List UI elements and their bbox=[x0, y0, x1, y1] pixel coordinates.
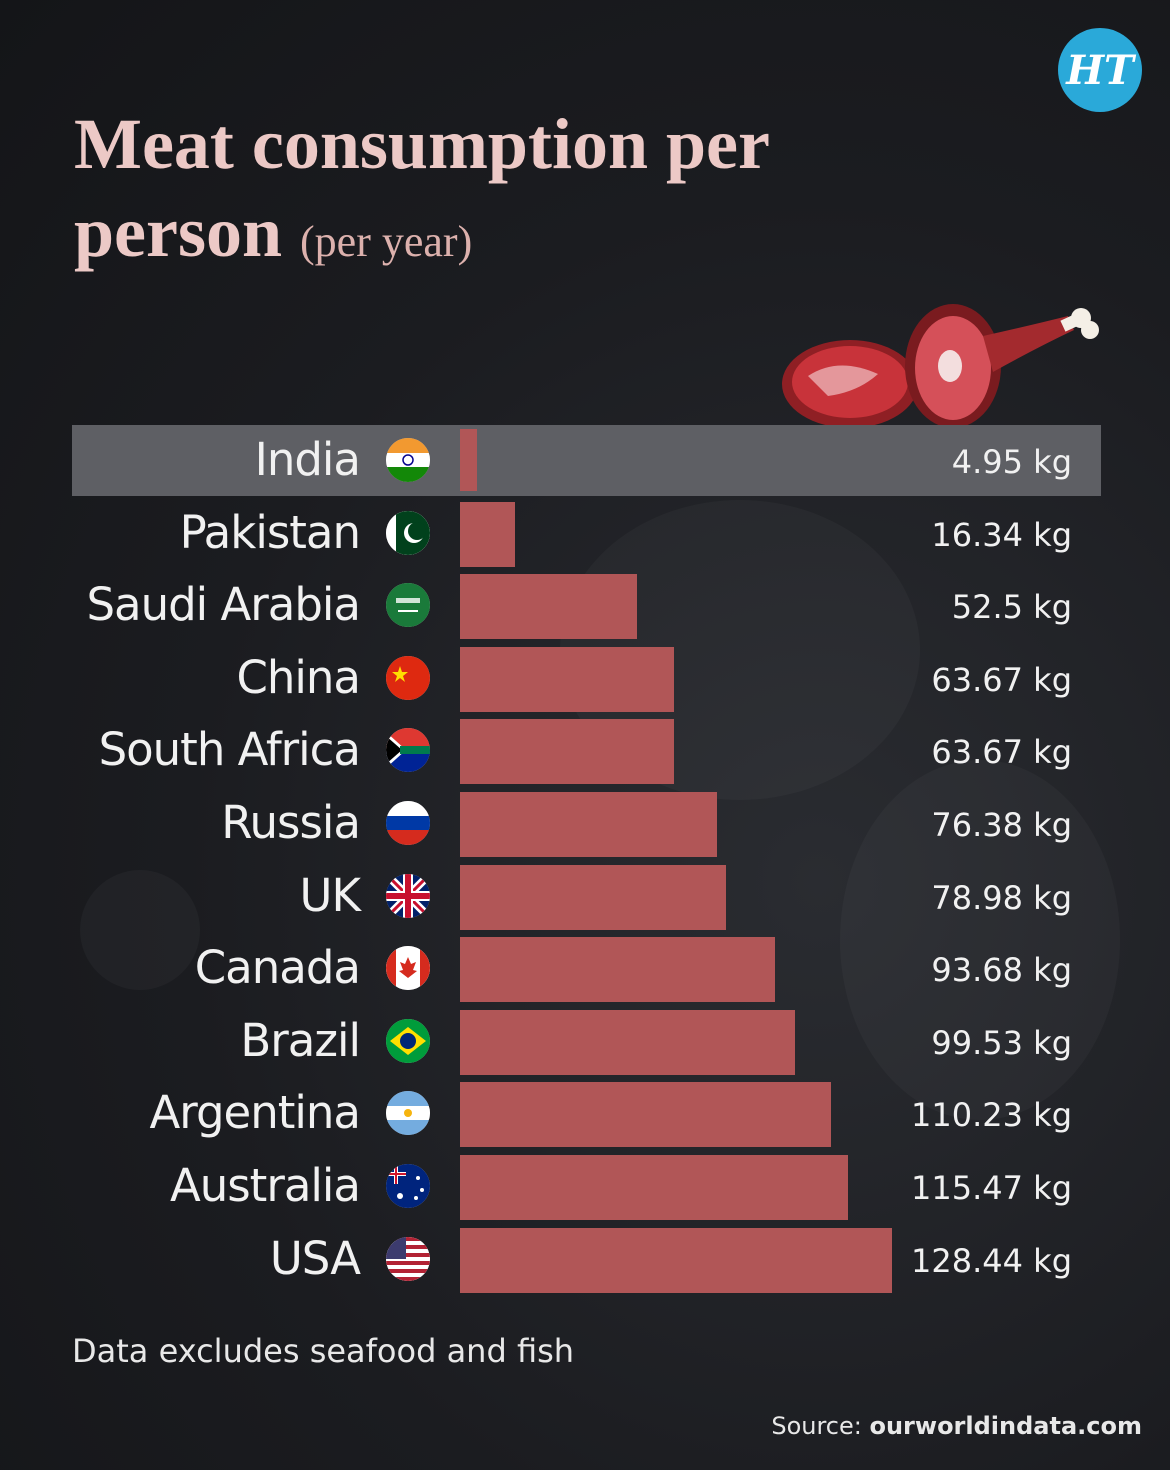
argentina-flag-icon bbox=[386, 1091, 430, 1136]
brazil-flag-icon bbox=[386, 1018, 430, 1063]
source-link[interactable]: ourworldindata.com bbox=[869, 1412, 1142, 1440]
value-label-usa: 128.44 kg bbox=[911, 1241, 1072, 1280]
category-label-china: China bbox=[236, 650, 361, 704]
india-flag-icon bbox=[386, 438, 430, 482]
bar-pakistan bbox=[460, 501, 515, 567]
value-label-saudi-arabia: 52.5 kg bbox=[951, 588, 1072, 627]
australia-flag-icon bbox=[386, 1164, 430, 1208]
bar-china bbox=[460, 646, 675, 712]
category-label-argentina: Argentina bbox=[149, 1086, 361, 1140]
saudi-arabia-flag-icon bbox=[386, 583, 430, 628]
value-label-russia: 76.38 kg bbox=[931, 806, 1072, 844]
bar-uk bbox=[460, 864, 726, 930]
source-label: Source: bbox=[771, 1412, 862, 1440]
south-africa-flag-icon bbox=[386, 728, 430, 773]
value-label-india: 4.95 kg bbox=[951, 443, 1072, 481]
pakistan-flag-icon bbox=[386, 510, 430, 555]
category-label-pakistan: Pakistan bbox=[179, 505, 361, 559]
bar-russia bbox=[460, 792, 717, 857]
category-label-usa: USA bbox=[269, 1231, 361, 1285]
chart-title: Meat consumption per person (per year) bbox=[74, 104, 769, 272]
value-label-canada: 93.68 kg bbox=[931, 951, 1072, 990]
chart-subtitle: (per year) bbox=[300, 217, 473, 266]
usa-flag-icon bbox=[386, 1236, 430, 1281]
bar-india bbox=[460, 429, 477, 491]
china-flag-icon bbox=[386, 655, 430, 700]
footnote: Data excludes seafood and fish bbox=[72, 1332, 575, 1370]
highlight-row-india bbox=[72, 425, 1101, 496]
category-label-india: India bbox=[254, 433, 361, 486]
bar-south-africa bbox=[460, 719, 675, 785]
category-label-uk: UK bbox=[299, 868, 361, 922]
value-label-china: 63.67 kg bbox=[931, 660, 1072, 699]
category-label-south-africa: South Africa bbox=[98, 723, 361, 777]
category-label-brazil: Brazil bbox=[240, 1013, 361, 1067]
category-label-saudi-arabia: Saudi Arabia bbox=[86, 578, 361, 632]
bar-saudi-arabia bbox=[460, 574, 637, 640]
uk-flag-icon bbox=[386, 873, 430, 918]
category-label-australia: Australia bbox=[169, 1159, 361, 1212]
value-label-brazil: 99.53 kg bbox=[931, 1023, 1072, 1062]
category-label-canada: Canada bbox=[194, 941, 361, 995]
meat-illustration-icon bbox=[782, 304, 1099, 428]
russia-flag-icon bbox=[386, 801, 430, 845]
source-line: Source: ourworldindata.com bbox=[771, 1412, 1142, 1440]
canada-flag-icon bbox=[386, 946, 430, 991]
bar-argentina bbox=[460, 1082, 831, 1148]
category-label-russia: Russia bbox=[221, 796, 361, 849]
bar-usa bbox=[460, 1227, 892, 1293]
bar-australia bbox=[460, 1155, 849, 1220]
bar-brazil bbox=[460, 1009, 795, 1075]
value-label-pakistan: 16.34 kg bbox=[931, 515, 1072, 554]
bar-canada bbox=[460, 937, 776, 1003]
value-label-south-africa: 63.67 kg bbox=[931, 733, 1072, 772]
value-label-argentina: 110.23 kg bbox=[911, 1096, 1072, 1135]
value-label-australia: 115.47 kg bbox=[911, 1169, 1072, 1207]
value-label-uk: 78.98 kg bbox=[931, 878, 1072, 917]
ht-logo: HT bbox=[1058, 28, 1142, 112]
